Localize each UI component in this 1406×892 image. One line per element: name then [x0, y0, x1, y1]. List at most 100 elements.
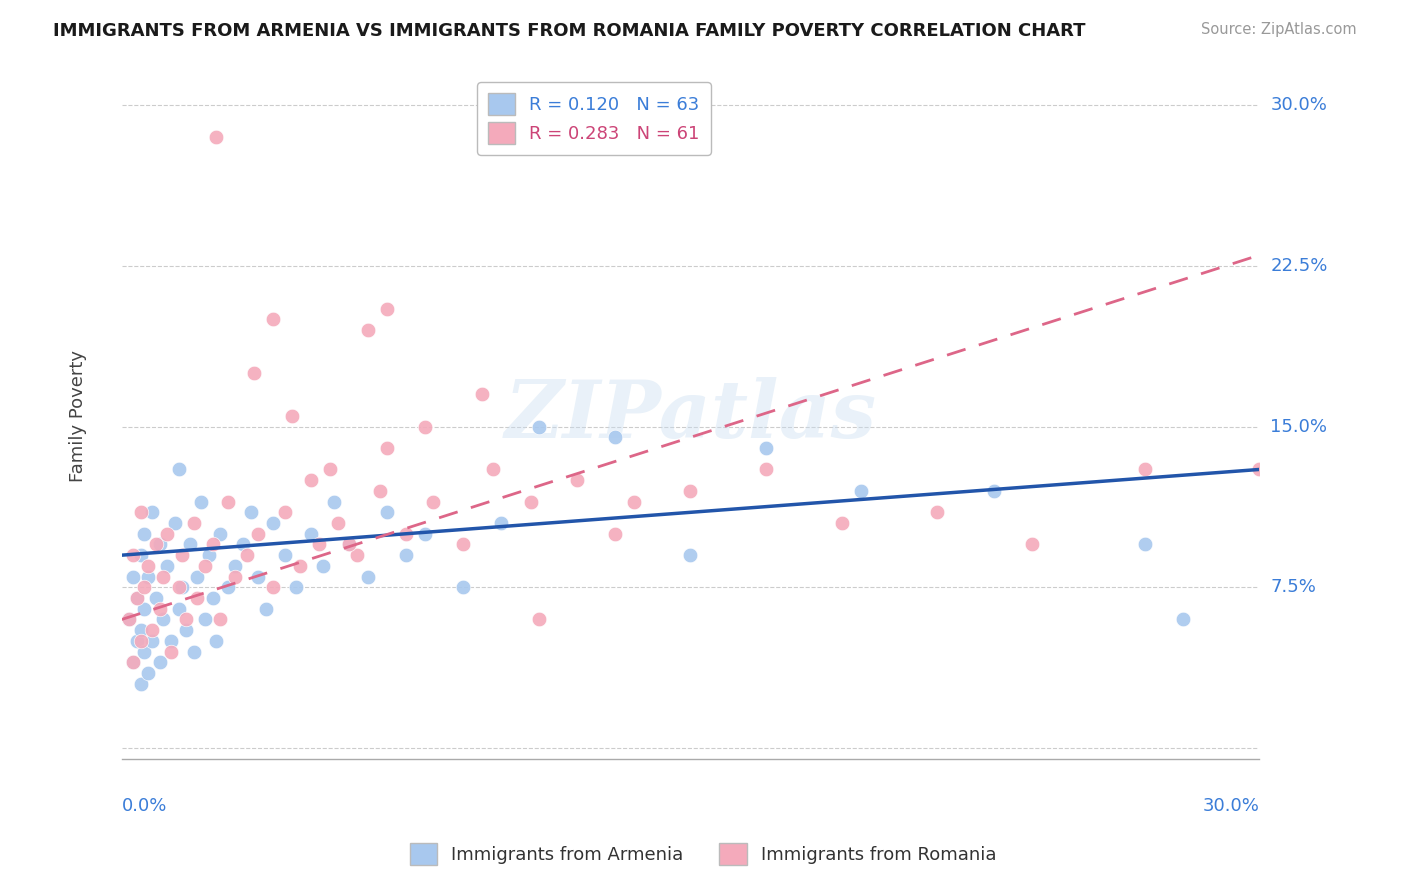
Point	[134, 601, 156, 615]
Point	[129, 634, 152, 648]
Text: 30.0%: 30.0%	[1202, 797, 1260, 814]
Point	[527, 612, 550, 626]
Point	[422, 494, 444, 508]
Point	[183, 516, 205, 530]
Point	[375, 505, 398, 519]
Point	[243, 366, 266, 380]
Point	[152, 569, 174, 583]
Point	[205, 634, 228, 648]
Point	[1173, 612, 1195, 626]
Point	[239, 505, 262, 519]
Point	[395, 526, 418, 541]
Point	[346, 548, 368, 562]
Point	[326, 516, 349, 530]
Point	[163, 516, 186, 530]
Point	[273, 548, 295, 562]
Text: Source: ZipAtlas.com: Source: ZipAtlas.com	[1201, 22, 1357, 37]
Legend: Immigrants from Armenia, Immigrants from Romania: Immigrants from Armenia, Immigrants from…	[402, 836, 1004, 872]
Point	[357, 323, 380, 337]
Point	[125, 634, 148, 648]
Point	[167, 462, 190, 476]
Point	[299, 473, 322, 487]
Point	[122, 656, 145, 670]
Point	[319, 462, 342, 476]
Point	[194, 558, 217, 573]
Point	[603, 526, 626, 541]
Point	[134, 645, 156, 659]
Point	[451, 580, 474, 594]
Point	[125, 591, 148, 605]
Text: 15.0%: 15.0%	[1271, 417, 1327, 435]
Point	[375, 441, 398, 455]
Point	[129, 623, 152, 637]
Point	[224, 558, 246, 573]
Point	[172, 580, 194, 594]
Point	[679, 548, 702, 562]
Point	[254, 601, 277, 615]
Point	[1249, 462, 1271, 476]
Point	[623, 494, 645, 508]
Point	[273, 505, 295, 519]
Point	[565, 473, 588, 487]
Point	[471, 387, 494, 401]
Point	[183, 645, 205, 659]
Point	[1135, 537, 1157, 551]
Point	[129, 505, 152, 519]
Point	[209, 612, 232, 626]
Point	[368, 483, 391, 498]
Legend: R = 0.120   N = 63, R = 0.283   N = 61: R = 0.120 N = 63, R = 0.283 N = 61	[477, 82, 710, 155]
Point	[174, 612, 197, 626]
Text: IMMIGRANTS FROM ARMENIA VS IMMIGRANTS FROM ROMANIA FAMILY POVERTY CORRELATION CH: IMMIGRANTS FROM ARMENIA VS IMMIGRANTS FR…	[53, 22, 1085, 40]
Point	[247, 526, 270, 541]
Point	[395, 548, 418, 562]
Point	[679, 483, 702, 498]
Point	[983, 483, 1005, 498]
Point	[413, 419, 436, 434]
Point	[129, 548, 152, 562]
Point	[217, 494, 239, 508]
Point	[201, 537, 224, 551]
Point	[167, 601, 190, 615]
Point	[489, 516, 512, 530]
Point	[337, 537, 360, 551]
Point	[160, 634, 183, 648]
Point	[167, 580, 190, 594]
Point	[520, 494, 543, 508]
Point	[451, 537, 474, 551]
Point	[152, 612, 174, 626]
Point	[755, 462, 778, 476]
Point	[299, 526, 322, 541]
Point	[1135, 462, 1157, 476]
Point	[527, 419, 550, 434]
Point	[482, 462, 505, 476]
Point	[122, 548, 145, 562]
Point	[186, 591, 208, 605]
Point	[1021, 537, 1043, 551]
Point	[288, 558, 311, 573]
Point	[925, 505, 948, 519]
Point	[179, 537, 201, 551]
Text: 30.0%: 30.0%	[1271, 96, 1327, 114]
Point	[190, 494, 212, 508]
Point	[136, 558, 159, 573]
Point	[413, 526, 436, 541]
Point	[281, 409, 304, 423]
Point	[145, 591, 167, 605]
Point	[323, 494, 346, 508]
Point	[205, 130, 228, 145]
Point	[134, 526, 156, 541]
Point	[134, 580, 156, 594]
Point	[122, 656, 145, 670]
Point	[337, 537, 360, 551]
Point	[262, 516, 284, 530]
Point	[141, 623, 163, 637]
Point	[174, 623, 197, 637]
Point	[156, 526, 179, 541]
Point	[186, 569, 208, 583]
Point	[141, 634, 163, 648]
Point	[160, 645, 183, 659]
Point	[247, 569, 270, 583]
Point	[201, 591, 224, 605]
Point	[136, 569, 159, 583]
Point	[232, 537, 254, 551]
